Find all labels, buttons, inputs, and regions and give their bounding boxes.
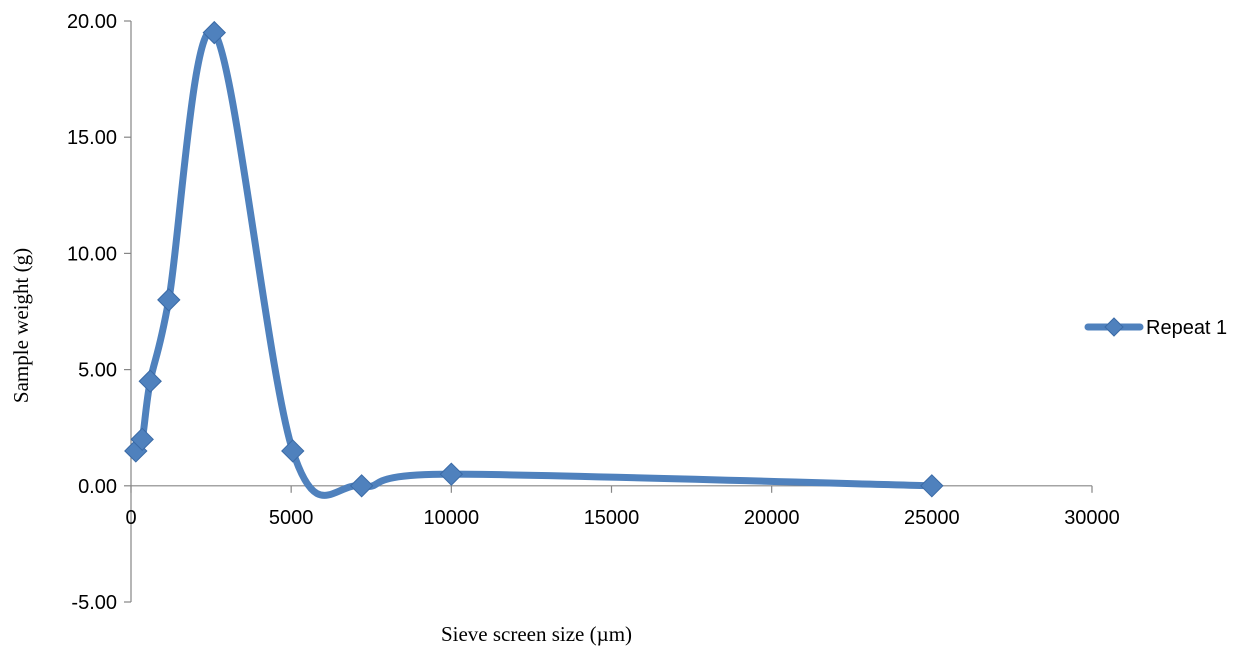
y-tick-label: 5.00 [78, 360, 117, 382]
series-line [132, 27, 936, 499]
x-tick-label: 5000 [269, 507, 314, 529]
legend-marker-diamond [1104, 317, 1124, 337]
axes: -5.00 0.00 5.00 10.00 15.00 20.00 0 5000 10000 1… [67, 11, 1120, 614]
x-tick-label: 15000 [584, 507, 640, 529]
x-tick-label: 0 [125, 507, 136, 529]
legend-label: Repeat 1 [1146, 317, 1227, 339]
y-tick-label: 15.00 [67, 127, 117, 149]
legend: Repeat 1 [1084, 317, 1227, 339]
y-tick-label: 0.00 [78, 476, 117, 498]
data-point-diamond [157, 288, 181, 312]
y-tick-label: -5.00 [71, 592, 117, 614]
y-tick-label: 10.00 [67, 243, 117, 265]
y-axis-ticks: -5.00 0.00 5.00 10.00 15.00 20.00 [67, 11, 131, 614]
plot-area [124, 20, 944, 499]
data-point-diamond [202, 20, 226, 45]
x-tick-label: 20000 [744, 507, 800, 529]
x-tick-label: 10000 [424, 507, 480, 529]
data-point-diamond [138, 369, 162, 393]
data-point-diamond [439, 462, 464, 486]
x-tick-label: 30000 [1064, 507, 1120, 529]
data-point-diamond [349, 474, 374, 498]
x-tick-label: 25000 [904, 507, 960, 529]
y-tick-label: 20.00 [67, 11, 117, 33]
data-point-diamond [920, 474, 944, 498]
x-axis-ticks: 0 5000 10000 15000 20000 25000 30000 [125, 485, 1120, 529]
y-axis-title: Sample weight (g) [9, 248, 33, 403]
x-axis-title: Sieve screen size (µm) [441, 622, 632, 646]
data-point-diamond [281, 439, 305, 463]
data-point-diamond [130, 427, 154, 452]
